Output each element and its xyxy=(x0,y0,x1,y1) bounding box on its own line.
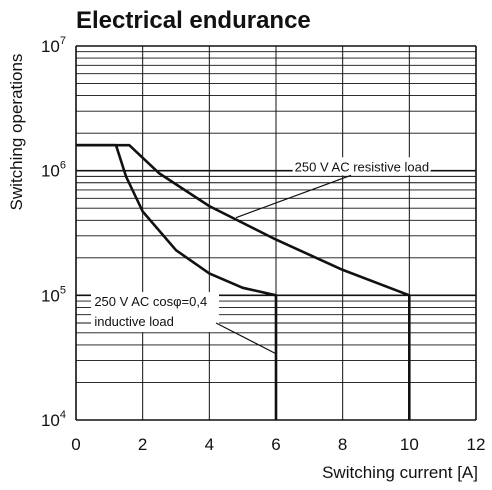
x-tick-label: 10 xyxy=(400,435,419,454)
x-tick-label: 12 xyxy=(467,435,486,454)
y-tick-label: 106 xyxy=(41,160,66,181)
chart-title: Electrical endurance xyxy=(76,7,311,34)
x-tick-label: 2 xyxy=(138,435,147,454)
x-tick-label: 4 xyxy=(205,435,214,454)
y-tick-label: 104 xyxy=(41,409,66,430)
annotation-leader-line xyxy=(235,174,352,219)
annotation-inductive-load-line1: 250 V AC cosφ=0,4 xyxy=(94,294,207,309)
y-axis-label: Switching operations xyxy=(7,54,26,211)
x-tick-label: 8 xyxy=(338,435,347,454)
annotation-resistive-load: 250 V AC resistive load xyxy=(295,159,429,174)
annotation-background xyxy=(292,157,431,176)
y-tick-label: 107 xyxy=(41,35,66,56)
annotations: 250 V AC resistive load 250 V AC cosφ=0,4… xyxy=(91,157,431,355)
x-tick-label: 6 xyxy=(271,435,280,454)
x-axis-label: Switching current [A] xyxy=(322,463,478,482)
tick-labels: 0 2 4 6 8 10 12 104 105 106 107 xyxy=(41,35,486,454)
annotation-background xyxy=(91,292,219,333)
y-tick-label: 105 xyxy=(41,284,66,305)
series-line-inductive xyxy=(76,143,278,420)
annotation-inductive-load-line2: inductive load xyxy=(94,314,174,329)
series-line-resistive xyxy=(76,143,411,420)
x-tick-label: 0 xyxy=(71,435,80,454)
annotation-leader-line xyxy=(215,322,277,355)
series-group xyxy=(76,143,411,420)
